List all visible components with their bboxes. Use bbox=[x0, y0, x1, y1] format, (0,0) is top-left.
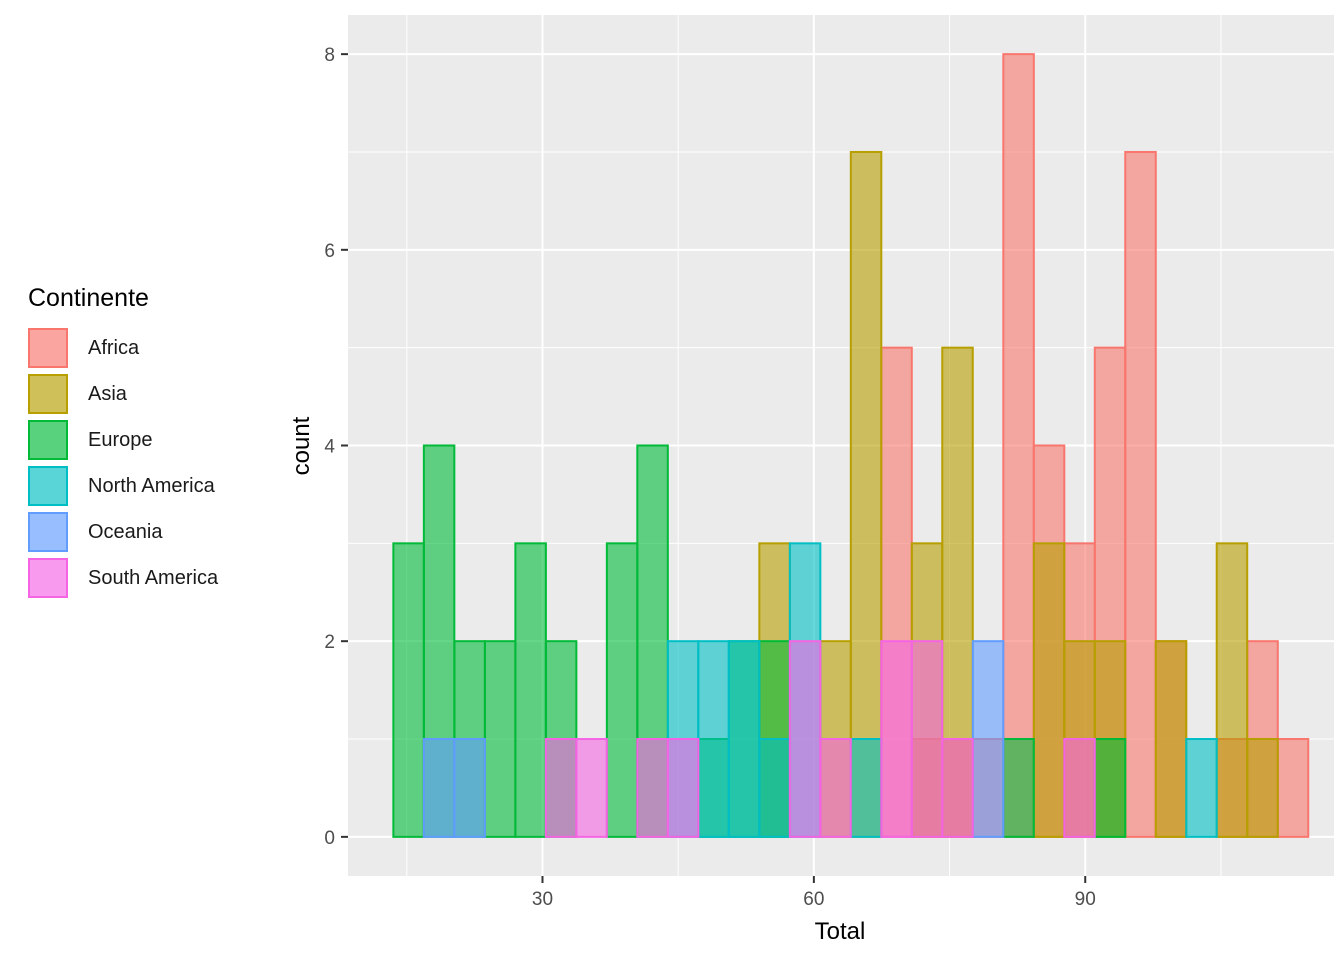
legend-label: Europe bbox=[88, 428, 153, 451]
bar-europe bbox=[605, 542, 639, 838]
bar-europe bbox=[483, 640, 517, 838]
legend-label: Asia bbox=[88, 382, 127, 405]
bar-europe bbox=[514, 542, 547, 838]
bar-africa bbox=[1124, 150, 1157, 838]
histogram-bars bbox=[392, 53, 1310, 838]
bar-north-america bbox=[758, 738, 791, 838]
bar-south-america bbox=[819, 738, 852, 838]
x-tick-label: 30 bbox=[532, 889, 553, 910]
bar-oceania bbox=[453, 738, 486, 838]
bar-north-america bbox=[727, 640, 761, 838]
legend-items: Africa Asia Europe North America Oceania Sout… bbox=[28, 325, 218, 601]
y-tick-label: 2 bbox=[324, 632, 335, 653]
bar-oceania bbox=[422, 738, 456, 838]
legend-key-oceania bbox=[28, 512, 68, 552]
legend-item-asia: Asia bbox=[28, 371, 218, 417]
x-tick-label: 60 bbox=[803, 889, 824, 910]
legend-item-oceania: Oceania bbox=[28, 509, 218, 555]
legend-item-europe: Europe bbox=[28, 417, 218, 463]
bar-europe bbox=[1093, 738, 1127, 838]
bar-north-america bbox=[697, 640, 730, 838]
bar-south-america bbox=[666, 738, 700, 838]
y-tick-label: 4 bbox=[324, 437, 335, 458]
bar-south-america bbox=[880, 640, 913, 838]
bar-south-america bbox=[575, 738, 608, 838]
x-tick-label: 90 bbox=[1075, 889, 1096, 910]
bar-asia bbox=[1215, 542, 1249, 838]
bar-europe bbox=[1002, 738, 1035, 838]
bar-south-america bbox=[910, 640, 944, 838]
bar-asia bbox=[1032, 542, 1066, 838]
legend: Continente Africa Asia Europe North America… bbox=[28, 284, 218, 601]
y-axis-title: count bbox=[288, 416, 315, 475]
legend-label: Africa bbox=[88, 336, 140, 359]
bar-south-america bbox=[1063, 738, 1096, 838]
bar-asia bbox=[1246, 738, 1279, 838]
legend-label: North America bbox=[88, 474, 215, 497]
legend-label: Oceania bbox=[88, 520, 163, 543]
legend-item-africa: Africa bbox=[28, 325, 218, 371]
legend-label: South America bbox=[88, 566, 219, 589]
bar-south-america bbox=[941, 738, 974, 838]
bar-north-america bbox=[1185, 738, 1218, 838]
bar-south-america bbox=[788, 640, 822, 838]
legend-key-africa bbox=[28, 328, 68, 368]
y-tick-label: 0 bbox=[324, 828, 335, 849]
bar-asia bbox=[1154, 640, 1188, 838]
bar-oceania bbox=[971, 640, 1005, 838]
bar-europe bbox=[392, 542, 425, 838]
x-axis-title: Total bbox=[815, 918, 866, 945]
legend-title: Continente bbox=[28, 284, 149, 312]
bar-north-america bbox=[849, 738, 883, 838]
bar-africa bbox=[1276, 738, 1310, 838]
legend-item-north-america: North America bbox=[28, 463, 218, 509]
bar-south-america bbox=[636, 738, 669, 838]
y-tick-label: 6 bbox=[324, 241, 335, 262]
legend-key-europe bbox=[28, 420, 68, 460]
bar-south-america bbox=[544, 738, 578, 838]
axis-ticks: 30 60 90 0 2 4 6 8 bbox=[324, 45, 1095, 910]
bar-asia bbox=[849, 150, 883, 838]
legend-key-south-america bbox=[28, 558, 68, 598]
y-tick-label: 8 bbox=[324, 45, 335, 66]
legend-item-south-america: South America bbox=[28, 555, 218, 601]
legend-key-north-america bbox=[28, 466, 68, 506]
legend-key-asia bbox=[28, 374, 68, 414]
bar-africa bbox=[1002, 53, 1035, 838]
